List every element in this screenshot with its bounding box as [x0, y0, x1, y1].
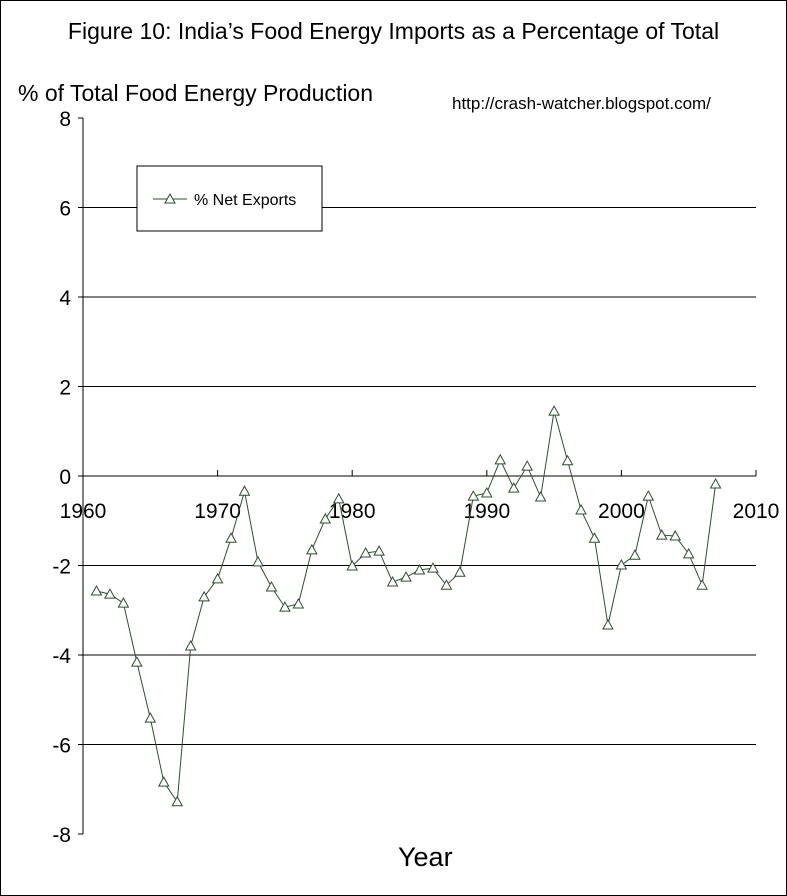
data-point-triangle	[332, 492, 345, 504]
data-point-triangle	[413, 563, 426, 575]
data-point-triangle	[629, 549, 641, 560]
data-point-triangle	[682, 547, 695, 559]
data-point-triangle	[655, 529, 668, 540]
data-point-triangle	[521, 460, 534, 471]
data-point-triangle	[696, 579, 709, 590]
data-point-triangle	[709, 478, 722, 489]
data-point-triangle	[561, 454, 574, 466]
data-point-triangle	[642, 490, 655, 501]
y-tick-label: -4	[52, 645, 71, 668]
data-point-triangle	[467, 490, 480, 501]
data-point-triangle	[184, 640, 197, 651]
y-tick-label: 8	[59, 108, 71, 131]
data-point-triangle	[265, 580, 278, 592]
data-point-triangle	[427, 562, 439, 573]
series-line	[96, 410, 717, 804]
data-point-triangle	[548, 405, 560, 416]
data-point-triangle	[238, 485, 251, 496]
x-tick-label: 2000	[598, 500, 645, 523]
data-point-triangle	[440, 579, 453, 590]
data-point-triangle	[575, 503, 587, 515]
source-url: http://crash-watcher.blogspot.com/	[452, 94, 711, 113]
y-tick-label: -6	[52, 735, 71, 758]
x-tick-label: 2010	[733, 500, 780, 523]
x-tick-label: 1990	[463, 500, 510, 523]
data-point-triangle	[292, 597, 305, 609]
data-point-triangle	[507, 482, 520, 493]
data-point-triangle	[346, 559, 359, 571]
data-point-triangle	[225, 532, 237, 543]
data-point-triangle	[171, 795, 184, 807]
y-tick-label: 4	[59, 287, 71, 310]
data-point-triangle	[279, 601, 291, 612]
data-point-triangle	[494, 453, 507, 465]
data-point-triangle	[305, 543, 318, 555]
y-axis-label: % of Total Food Energy Production	[18, 80, 374, 106]
y-tick-label: 0	[59, 466, 71, 489]
legend-triangle-icon	[164, 192, 176, 204]
data-point-triangle	[480, 486, 493, 498]
y-tick-label: -2	[52, 556, 71, 579]
y-tick-label: 2	[59, 377, 71, 400]
data-point-triangle	[319, 512, 332, 524]
chart-title: Figure 10: India’s Food Energy Imports a…	[67, 18, 720, 44]
data-point-triangle	[400, 571, 412, 582]
data-point-triangle	[615, 559, 628, 570]
y-tick-label: -8	[52, 824, 71, 847]
data-point-triangle	[117, 597, 130, 608]
data-point-triangle	[198, 590, 210, 602]
data-point-triangle	[211, 572, 224, 584]
data-point-triangle	[454, 566, 466, 577]
legend-label: % Net Exports	[194, 192, 296, 209]
data-point-triangle	[602, 618, 614, 630]
data-point-triangle	[534, 491, 547, 502]
data-point-triangle	[144, 712, 157, 723]
data-point-triangle	[104, 588, 116, 599]
data-point-triangle	[669, 529, 682, 541]
x-axis-label: Year	[398, 842, 453, 872]
x-tick-label: 1970	[194, 500, 241, 523]
data-point-triangle	[588, 532, 601, 543]
data-point-triangle	[359, 546, 372, 558]
x-tick-label: 1960	[60, 500, 107, 523]
data-point-triangle	[252, 555, 264, 567]
data-point-triangle	[373, 545, 385, 556]
data-point-triangle	[130, 656, 143, 667]
data-point-triangle	[157, 776, 170, 787]
data-point-triangle	[386, 576, 399, 587]
y-tick-label: 6	[59, 198, 71, 221]
data-point-triangle	[90, 584, 103, 596]
